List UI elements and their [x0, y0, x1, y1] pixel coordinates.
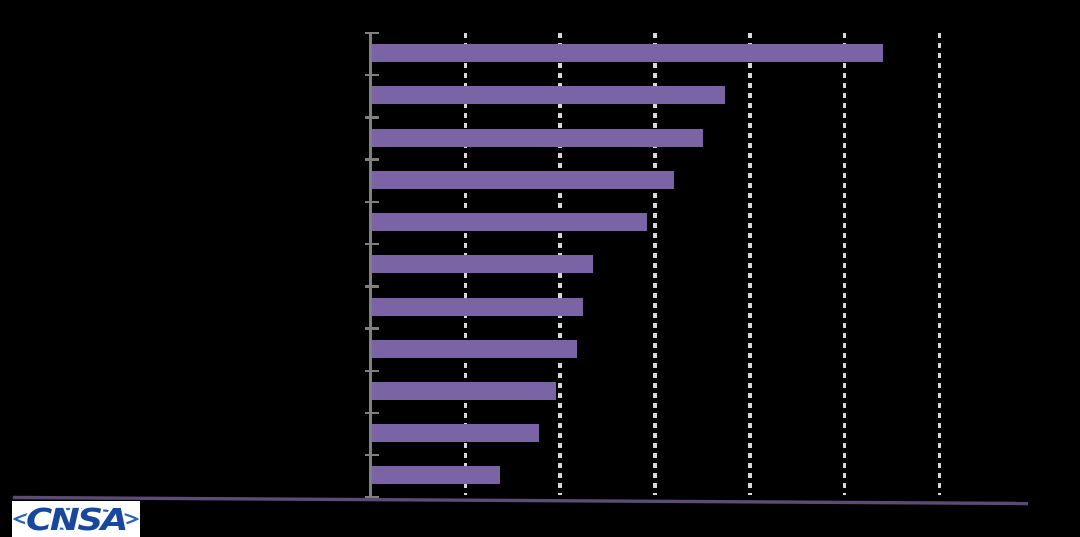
gridline — [653, 33, 657, 495]
gridline — [937, 33, 942, 495]
bar — [372, 297, 583, 316]
bar — [372, 170, 674, 189]
axis-tick — [364, 285, 379, 288]
axis-tick — [364, 327, 379, 330]
axis-tick — [364, 31, 379, 35]
axis-tick — [364, 74, 379, 77]
axis-tick — [364, 242, 379, 246]
axis-tick — [364, 369, 379, 372]
bar — [372, 213, 648, 232]
axis-tick — [364, 116, 379, 119]
bar — [372, 44, 883, 63]
logo-lens-outline — [12, 507, 140, 531]
cnsa-logo: CNSA CNSA — [12, 501, 140, 537]
bar — [372, 382, 557, 401]
axis-tick — [364, 411, 379, 415]
axis-tick — [364, 200, 379, 204]
y-axis-line — [369, 33, 372, 498]
gridline — [748, 33, 752, 495]
bar — [372, 466, 501, 485]
bar — [372, 255, 594, 274]
axis-tick — [364, 496, 379, 499]
bar — [372, 424, 540, 443]
gridline — [842, 33, 847, 495]
bar — [372, 128, 704, 147]
bar — [372, 86, 726, 105]
axis-tick — [364, 158, 379, 161]
axis-tick — [364, 454, 379, 457]
footer-rule-line — [12, 495, 1029, 506]
bar — [372, 339, 578, 358]
footer-rule-stroke — [12, 495, 1029, 506]
logo-text: CNSA — [26, 503, 126, 537]
logo-text-halo: CNSA — [26, 503, 126, 537]
